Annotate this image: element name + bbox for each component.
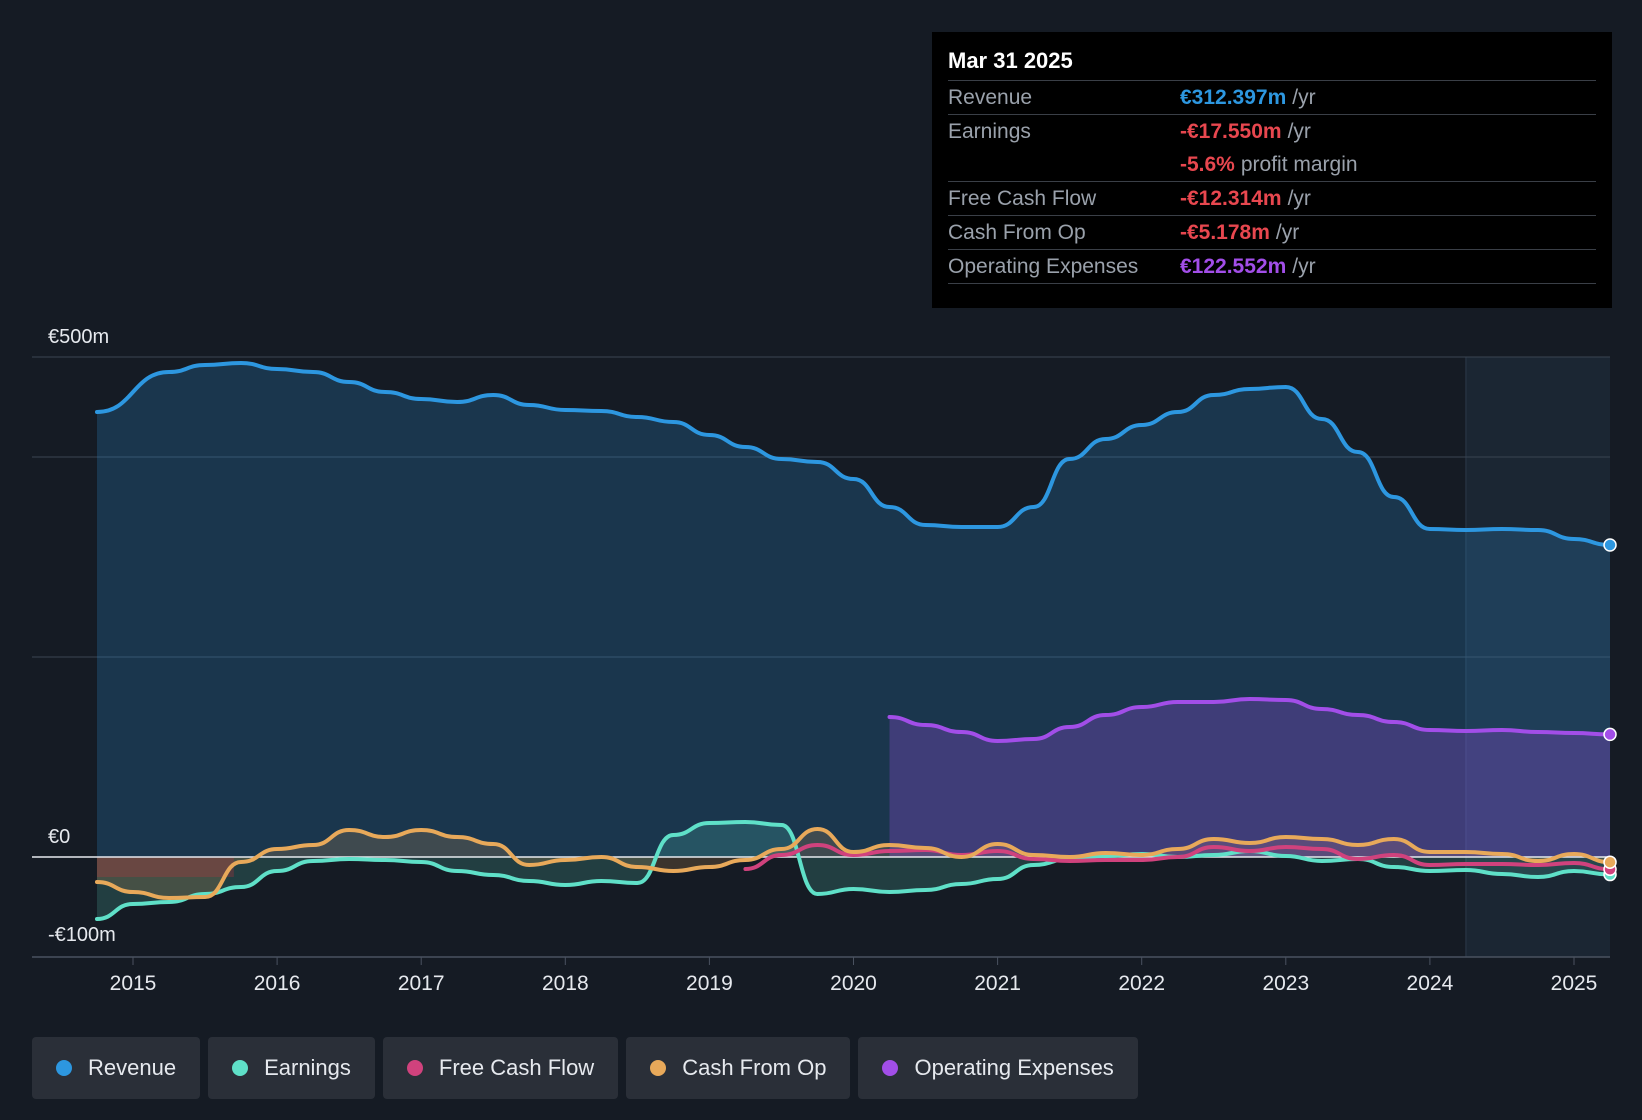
x-tick-label: 2016 (254, 972, 301, 995)
x-tick-label: 2018 (542, 972, 589, 995)
tooltip-row: Revenue €312.397m/yr (948, 81, 1596, 115)
legend-label: Cash From Op (682, 1055, 827, 1080)
legend: Revenue Earnings Free Cash Flow Cash From O… (32, 1037, 1146, 1099)
tooltip-row-unit: /yr (1287, 187, 1311, 210)
legend-dot-icon (650, 1060, 667, 1076)
revenue-area (96, 363, 1611, 857)
free-cash-flow-line (743, 843, 1613, 872)
tooltip: Mar 31 2025 Revenue €312.397m/yr Earnings -… (932, 32, 1612, 308)
earnings-area (96, 822, 1611, 919)
tooltip-row: Free Cash Flow -€12.314m/yr (948, 182, 1596, 216)
cash-from-op-area (96, 829, 1611, 898)
legend-item-revenue[interactable]: Revenue (32, 1037, 201, 1099)
tooltip-row: Operating Expenses €122.552m/yr (948, 250, 1596, 284)
tooltip-row: Earnings -€17.550m/yr (948, 115, 1596, 148)
tooltip-row-label: Cash From Op (948, 221, 1086, 244)
tooltip-date: Mar 31 2025 (948, 46, 1596, 81)
legend-label: Revenue (88, 1055, 177, 1080)
legend-label: Operating Expenses (914, 1055, 1114, 1080)
operating-expenses-line (887, 697, 1613, 743)
legend-dot-icon (56, 1060, 72, 1076)
legend-label: Free Cash Flow (438, 1055, 595, 1080)
x-tick-label: 2024 (1407, 972, 1454, 995)
x-tick-label: 2020 (830, 972, 877, 995)
x-tick-label: 2021 (974, 972, 1021, 995)
tooltip-row: -5.6% profit margin (948, 148, 1596, 182)
cash-from-op-end-marker (1603, 855, 1617, 869)
x-tick-label: 2025 (1551, 972, 1598, 995)
x-tick-label: 2017 (398, 972, 445, 995)
revenue-line (94, 361, 1613, 547)
legend-dot-icon (882, 1060, 899, 1076)
tooltip-row-unit: /yr (1275, 221, 1300, 244)
tooltip-row-label: Free Cash Flow (948, 187, 1097, 210)
tooltip-row-unit: /yr (1292, 86, 1316, 109)
y-tick-label: €0 (48, 826, 70, 848)
tooltip-row-value: -€12.314m (1180, 187, 1282, 210)
y-tick-label: €500m (48, 326, 109, 348)
cash-from-op-line (94, 827, 1613, 900)
tooltip-row-value: -5.6% (1180, 153, 1235, 176)
legend-item-cash-from-op[interactable]: Cash From Op (626, 1037, 851, 1099)
x-tick-label: 2015 (110, 972, 157, 995)
legend-item-operating-expenses[interactable]: Operating Expenses (858, 1037, 1138, 1099)
x-tick-label: 2019 (686, 972, 733, 995)
x-tick-label: 2023 (1262, 972, 1309, 995)
operating-expenses-area (889, 699, 1611, 857)
tooltip-row-value: -€5.178m (1180, 221, 1270, 244)
tooltip-row-unit: profit margin (1240, 153, 1358, 176)
legend-item-earnings[interactable]: Earnings (208, 1037, 375, 1099)
tooltip-row-label: Revenue (948, 86, 1033, 109)
tooltip-row-value: €312.397m (1180, 86, 1287, 109)
tooltip-row-value: -€17.550m (1180, 120, 1282, 143)
legend-dot-icon (406, 1060, 423, 1076)
tooltip-row-value: €122.552m (1180, 255, 1287, 278)
tooltip-row: Cash From Op -€5.178m/yr (948, 216, 1596, 250)
operating-expenses-end-marker (1603, 727, 1617, 742)
legend-dot-icon (232, 1060, 249, 1076)
x-tick-label: 2022 (1118, 972, 1165, 995)
tooltip-row-unit: /yr (1287, 120, 1311, 143)
legend-label: Earnings (264, 1055, 351, 1080)
tooltip-row-label: Earnings (948, 120, 1031, 143)
tooltip-row-label (948, 148, 1180, 181)
tooltip-row-unit: /yr (1292, 255, 1316, 278)
revenue-end-marker (1603, 538, 1617, 552)
legend-item-free-cash-flow[interactable]: Free Cash Flow (382, 1037, 619, 1099)
tooltip-row-label: Operating Expenses (948, 255, 1139, 278)
negative-region (96, 857, 234, 877)
y-tick-label: -€100m (48, 924, 116, 946)
